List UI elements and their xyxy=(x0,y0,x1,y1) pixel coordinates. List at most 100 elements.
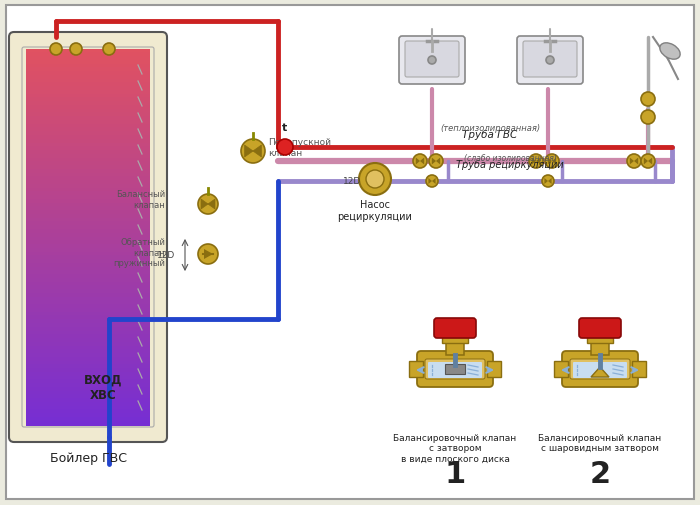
Circle shape xyxy=(277,140,293,156)
Bar xyxy=(26,226,150,231)
FancyBboxPatch shape xyxy=(517,37,583,85)
Polygon shape xyxy=(644,158,652,165)
Bar xyxy=(26,301,150,306)
Bar xyxy=(632,361,646,377)
Circle shape xyxy=(641,111,655,125)
Bar xyxy=(26,244,150,249)
Circle shape xyxy=(198,194,218,215)
Text: Бойлер ГВС: Бойлер ГВС xyxy=(50,451,127,464)
Text: 12D: 12D xyxy=(343,176,361,185)
Bar xyxy=(26,293,150,298)
Bar xyxy=(26,335,150,340)
Text: ВХОД
ХВС: ВХОД ХВС xyxy=(84,373,122,401)
Text: Насос
рециркуляции: Насос рециркуляции xyxy=(337,199,412,221)
Polygon shape xyxy=(432,158,440,165)
Bar xyxy=(26,83,150,88)
Bar xyxy=(26,286,150,291)
Bar xyxy=(26,421,150,426)
FancyBboxPatch shape xyxy=(405,42,459,78)
Bar xyxy=(26,49,150,55)
Polygon shape xyxy=(545,179,552,185)
Bar xyxy=(409,361,423,377)
Bar xyxy=(26,289,150,294)
Bar xyxy=(26,357,150,362)
Bar xyxy=(26,383,150,388)
Bar xyxy=(26,132,150,137)
Bar xyxy=(587,323,613,331)
Circle shape xyxy=(103,44,115,56)
Bar xyxy=(26,267,150,272)
Bar xyxy=(26,365,150,370)
Bar xyxy=(26,79,150,84)
Polygon shape xyxy=(532,158,540,165)
Bar xyxy=(26,196,150,201)
Polygon shape xyxy=(244,146,261,158)
FancyBboxPatch shape xyxy=(573,362,627,378)
Bar xyxy=(26,361,150,366)
Text: Балансировочный клапан
с затвором
в виде плоского диска: Балансировочный клапан с затвором в виде… xyxy=(393,433,517,463)
Bar xyxy=(26,368,150,373)
Polygon shape xyxy=(204,249,213,260)
Bar xyxy=(26,222,150,227)
Ellipse shape xyxy=(660,44,680,60)
Bar xyxy=(487,361,501,377)
Bar xyxy=(26,173,150,178)
Text: Обратный
клапан
пружинный: Обратный клапан пружинный xyxy=(113,238,165,267)
Bar xyxy=(26,233,150,238)
FancyBboxPatch shape xyxy=(523,42,577,78)
Bar xyxy=(26,309,150,314)
Circle shape xyxy=(428,57,436,65)
Bar xyxy=(26,391,150,396)
Circle shape xyxy=(70,44,82,56)
Bar xyxy=(26,327,150,332)
Bar xyxy=(26,155,150,160)
Bar xyxy=(442,323,468,331)
Bar xyxy=(26,320,150,325)
Bar xyxy=(26,297,150,302)
FancyBboxPatch shape xyxy=(417,351,493,387)
Bar xyxy=(26,215,150,220)
Circle shape xyxy=(641,155,655,169)
FancyBboxPatch shape xyxy=(425,359,485,379)
Bar xyxy=(26,113,150,118)
Bar xyxy=(26,87,150,92)
Bar xyxy=(26,342,150,347)
Bar xyxy=(26,76,150,81)
FancyBboxPatch shape xyxy=(428,362,482,378)
Text: Труба ГВС: Труба ГВС xyxy=(463,130,517,140)
Bar xyxy=(26,230,150,235)
Circle shape xyxy=(366,171,384,189)
Bar xyxy=(26,121,150,126)
FancyBboxPatch shape xyxy=(9,33,167,442)
Bar xyxy=(26,68,150,73)
Bar xyxy=(26,72,150,77)
Bar xyxy=(26,252,150,257)
Bar xyxy=(26,158,150,163)
Bar xyxy=(26,394,150,399)
Bar xyxy=(26,65,150,70)
Circle shape xyxy=(359,164,391,195)
Bar xyxy=(26,218,150,223)
Bar xyxy=(26,53,150,58)
Bar xyxy=(26,143,150,148)
Polygon shape xyxy=(630,158,638,165)
Text: 12D: 12D xyxy=(157,251,175,260)
Bar xyxy=(26,147,150,152)
Circle shape xyxy=(413,155,427,169)
Bar xyxy=(26,260,150,265)
Bar xyxy=(26,410,150,415)
Polygon shape xyxy=(548,158,556,165)
Bar xyxy=(26,331,150,336)
Bar xyxy=(26,181,150,186)
Bar xyxy=(26,199,150,205)
Bar xyxy=(26,203,150,208)
Bar xyxy=(26,184,150,189)
Bar xyxy=(26,282,150,287)
Bar xyxy=(26,170,150,175)
Polygon shape xyxy=(372,179,379,185)
Bar xyxy=(591,333,609,356)
Text: 2: 2 xyxy=(589,459,610,488)
Bar xyxy=(26,237,150,242)
Bar xyxy=(26,380,150,385)
Bar xyxy=(26,278,150,283)
